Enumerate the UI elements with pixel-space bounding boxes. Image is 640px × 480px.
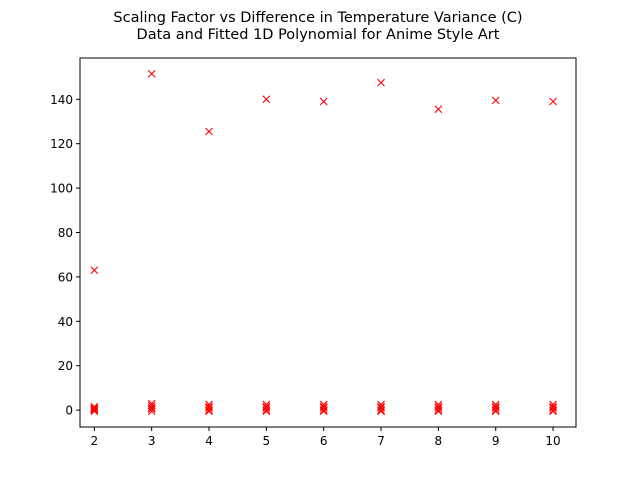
y-tick-label: 0 [65,404,73,418]
data-point-marker [90,404,99,412]
data-point-marker [377,404,385,412]
data-point-marker [549,406,557,415]
data-point-marker [147,405,156,413]
data-point-marker [262,400,271,409]
data-point-marker [377,402,385,411]
x-tick-label: 2 [91,434,99,448]
data-point-marker [434,404,443,412]
data-point-marker [319,97,328,106]
data-point-marker [377,78,385,87]
data-point-marker [319,406,328,415]
data-point-marker [90,406,99,415]
data-point-marker [377,400,385,409]
y-tick-label: 40 [58,315,73,329]
data-point-marker [147,399,156,408]
y-axis: 0 20 40 60 80 100 120 140 [50,93,80,418]
y-tick-label: 20 [58,359,73,373]
data-point-marker [319,402,328,411]
x-tick-label: 3 [148,434,156,448]
data-point-marker [434,402,443,411]
x-axis: 2 3 4 5 6 7 8 9 10 [91,427,561,448]
y-tick-label: 100 [50,182,73,196]
y-tick-label: 60 [58,270,73,284]
y-tick-label: 80 [58,226,73,240]
data-point-marker [491,406,500,415]
data-point-marker [549,400,557,409]
data-point-marker [205,406,213,415]
data-point-marker [147,401,156,410]
data-markers [90,69,557,416]
data-point-marker [491,404,500,412]
data-point-marker [262,95,271,104]
chart-title-line-1: Scaling Factor vs Difference in Temperat… [113,10,522,26]
data-point-marker [549,97,557,106]
chart-title-line-2: Data and Fitted 1D Polynomial for Anime … [137,27,500,43]
y-tick-label: 140 [50,93,73,107]
data-point-marker [549,404,557,412]
x-tick-label: 4 [205,434,213,448]
data-point-marker [434,400,443,409]
data-point-marker [205,402,213,411]
data-point-marker [262,402,271,411]
data-point-marker [319,400,328,409]
data-point-marker [319,404,328,412]
data-point-marker [262,406,271,415]
data-point-marker [262,404,271,412]
x-tick-label: 8 [435,434,443,448]
x-tick-label: 10 [545,434,560,448]
data-point-marker [434,406,443,415]
data-point-marker [147,69,156,78]
data-point-marker [90,266,99,275]
x-tick-label: 6 [320,434,328,448]
data-point-marker [205,400,213,409]
data-point-marker [90,402,99,411]
x-tick-label: 5 [263,434,271,448]
data-point-marker [491,402,500,411]
data-point-marker [549,402,557,411]
data-point-marker [90,405,99,413]
y-tick-label: 120 [50,137,73,151]
x-tick-label: 9 [492,434,500,448]
data-point-marker [205,127,213,136]
data-point-marker [491,400,500,409]
data-point-marker [147,407,156,416]
data-point-marker [377,406,385,415]
plot-frame [79,57,577,428]
data-point-marker [491,96,500,105]
data-point-marker [205,404,213,412]
data-point-marker [434,105,443,114]
x-tick-label: 7 [377,434,385,448]
